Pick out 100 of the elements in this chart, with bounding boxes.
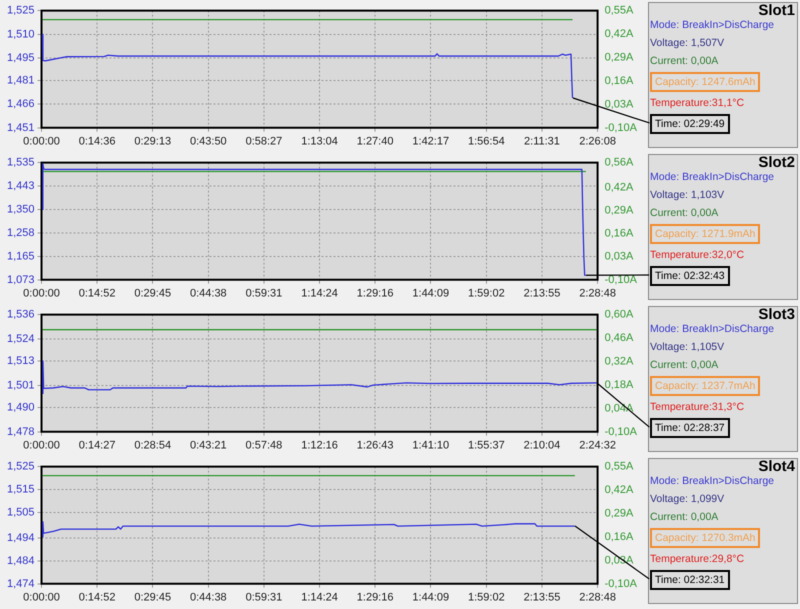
- y-tick-label: 1,443: [6, 180, 35, 192]
- y2-tick-label: 0,16A: [604, 530, 634, 543]
- y2-tick-label: 0,56A: [604, 156, 634, 169]
- x-tick-label: 0:29:13: [134, 135, 172, 148]
- x-tick-label: 2:13:55: [524, 591, 560, 604]
- y-tick-label: 1,536: [6, 308, 35, 321]
- x-tick-label: 1:14:24: [301, 591, 338, 604]
- y2-tick-label: 0,29A: [604, 52, 634, 64]
- y-tick-label: 1,466: [6, 98, 35, 110]
- text: Mode: BreakIn>DisCharge: [650, 170, 774, 184]
- x-tick-label: 1:29:16: [356, 287, 394, 300]
- x-tick-label: 0:00:00: [23, 287, 60, 300]
- text: Mode: BreakIn>DisCharge: [650, 322, 774, 336]
- y2-tick-label: 0,29A: [604, 204, 634, 217]
- text: Voltage: 1,507V: [650, 36, 724, 50]
- x-tick-label: 0:44:38: [190, 591, 227, 604]
- text: Slot2: [757, 154, 795, 171]
- x-tick-label: 0:00:00: [23, 439, 60, 452]
- text: Current: 0,00A: [650, 510, 718, 524]
- x-tick-label: 1:14:24: [301, 287, 338, 300]
- x-tick-label: 1:44:09: [412, 591, 450, 604]
- x-tick-label: 0:14:52: [78, 591, 116, 604]
- y-tick-label: 1,535: [6, 156, 35, 169]
- text: Temperature:31,3°C: [650, 400, 744, 414]
- x-tick-label: 1:12:16: [301, 439, 338, 452]
- y2-tick-label: 0,03A: [604, 98, 634, 110]
- y2-tick-label: 0,46A: [604, 332, 634, 344]
- text: Time: 02:32:31: [650, 570, 730, 590]
- text: Voltage: 1,105V: [650, 340, 724, 354]
- text: Voltage: 1,099V: [650, 492, 724, 506]
- y-tick-label: 1,513: [6, 355, 35, 368]
- y-tick-label: 1,481: [6, 74, 35, 86]
- y-tick-label: 1,478: [6, 426, 35, 438]
- x-tick-label: 0:44:38: [190, 287, 227, 300]
- x-tick-label: 0:43:21: [190, 439, 227, 452]
- y2-tick-label: 0,55A: [604, 4, 634, 17]
- y-tick-label: 1,510: [6, 28, 35, 40]
- text: Time: 02:32:43: [650, 266, 730, 286]
- y-tick-label: 1,490: [6, 402, 35, 414]
- y-tick-label: 1,073: [6, 274, 35, 286]
- text: Time: 02:29:49: [650, 114, 730, 134]
- y2-tick-label: 0,03A: [604, 250, 634, 263]
- text: Capacity: 1271.9mAh: [650, 224, 760, 244]
- x-tick-label: 2:26:08: [579, 135, 616, 148]
- text: Capacity: 1270.3mAh: [650, 528, 760, 548]
- y-tick-label: 1,525: [6, 4, 35, 17]
- y-tick-label: 1,258: [6, 226, 35, 239]
- y2-tick-label: 0,55A: [604, 460, 634, 473]
- y2-tick-label: -0,10A: [604, 578, 638, 590]
- y2-tick-label: 0,29A: [604, 508, 634, 520]
- text: Temperature:32,0°C: [650, 248, 744, 262]
- x-tick-label: 2:13:55: [524, 287, 560, 300]
- x-tick-label: 0:28:54: [134, 439, 172, 452]
- y2-tick-label: 0,42A: [604, 28, 634, 40]
- x-tick-label: 1:29:16: [356, 591, 394, 604]
- text: Current: 0,00A: [650, 358, 718, 372]
- text: Slot1: [757, 2, 795, 19]
- x-tick-label: 1:55:37: [468, 439, 505, 452]
- text: Slot3: [757, 306, 795, 323]
- y-tick-label: 1,494: [6, 532, 35, 544]
- x-tick-label: 1:26:43: [356, 439, 394, 452]
- y-tick-label: 1,495: [6, 52, 35, 64]
- x-tick-label: 0:00:00: [23, 591, 60, 604]
- x-tick-label: 1:59:02: [468, 287, 505, 300]
- y2-tick-label: 0,16A: [604, 74, 634, 87]
- y2-tick-label: 0,42A: [604, 181, 634, 194]
- text: Mode: BreakIn>DisCharge: [650, 18, 774, 32]
- x-tick-label: 2:10:04: [524, 439, 560, 452]
- y-tick-label: 1,505: [6, 506, 35, 519]
- x-tick-label: 0:43:50: [190, 135, 227, 148]
- x-tick-label: 0:57:48: [246, 439, 282, 452]
- y2-tick-label: -0,10A: [604, 122, 638, 134]
- y2-tick-label: -0,10A: [604, 274, 638, 286]
- x-tick-label: 1:56:54: [468, 135, 505, 148]
- y2-tick-label: 0,60A: [604, 308, 634, 321]
- text: Time: 02:28:37: [650, 418, 730, 438]
- x-tick-label: 2:28:48: [579, 287, 616, 300]
- x-tick-label: 0:59:31: [246, 287, 282, 300]
- text: Mode: BreakIn>DisCharge: [650, 474, 774, 488]
- text: Current: 0,00A: [650, 54, 718, 68]
- x-tick-label: 1:44:09: [412, 287, 450, 300]
- x-tick-label: 0:14:36: [78, 135, 116, 148]
- y-tick-label: 1,474: [6, 578, 35, 590]
- text: Current: 0,00A: [650, 206, 718, 220]
- text: Voltage: 1,103V: [650, 188, 724, 202]
- y2-tick-label: -0,10A: [604, 426, 638, 438]
- y-tick-label: 1,484: [6, 554, 35, 567]
- x-tick-label: 1:59:02: [468, 591, 505, 604]
- x-tick-label: 1:42:17: [412, 135, 450, 148]
- y-tick-label: 1,165: [6, 250, 35, 262]
- y2-tick-label: 0,18A: [604, 378, 634, 391]
- y-tick-label: 1,525: [6, 460, 35, 473]
- x-tick-label: 1:41:10: [412, 439, 450, 452]
- x-tick-label: 0:29:45: [134, 287, 172, 300]
- x-tick-label: 0:14:27: [78, 439, 116, 452]
- y-tick-label: 1,524: [6, 332, 35, 345]
- x-tick-label: 0:14:52: [78, 287, 116, 300]
- x-tick-label: 1:13:04: [301, 135, 338, 148]
- text: Temperature:31,1°C: [650, 96, 744, 110]
- y-tick-label: 1,515: [6, 484, 35, 496]
